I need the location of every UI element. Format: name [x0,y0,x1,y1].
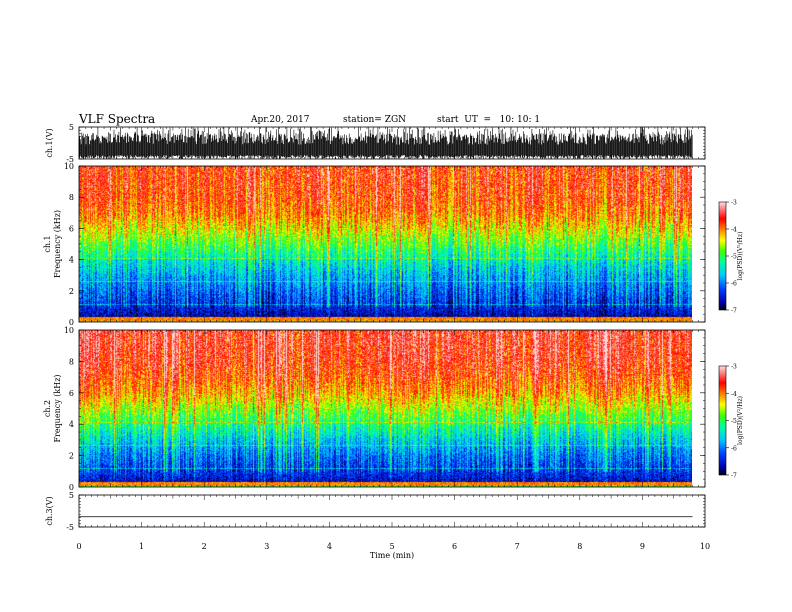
date-label: Apr.20, 2017 [251,115,310,125]
x-axis-label: Time (min) [370,551,414,560]
sp1-ytick-label: 10 [64,162,74,171]
ch2-spectrogram-colorbar-tick-label: -7 [731,473,737,480]
ch1-spectrogram-ylabel: Frequency (kHz) [53,210,62,278]
station-label: station= ZGN [343,115,407,125]
ch2-spectrogram-colorbar-tick-label: -3 [731,364,737,371]
ch1-spectrogram-channel-label: ch.1 [43,235,52,252]
ch3-ytick-label: 5 [69,491,74,500]
x-tick-label: 5 [389,542,394,551]
ch2-spectrogram-colorbar-label: log(PSD)(V²/Hz) [737,396,744,445]
ch1-waveform-trace [78,127,693,159]
ch2-spectrogram-colorbar-tick-label: -5 [731,418,737,425]
ch1-ytick-label: -5 [66,155,74,164]
sp2-ytick-label: 0 [69,483,74,492]
sp1-ytick-label: 0 [69,318,74,327]
x-tick-label: 6 [452,542,457,551]
x-tick-label: 0 [76,542,81,551]
x-tick-label: 1 [139,542,144,551]
ch2-spectrogram-image [79,330,692,487]
ch1-spectrogram-colorbar-tick-label: -3 [731,200,737,207]
sp1-ytick-label: 8 [69,193,74,202]
x-tick-label: 9 [640,542,645,551]
x-tick-label: 10 [700,542,710,551]
sp2-ytick-label: 6 [69,389,74,398]
ch2-spectrogram-colorbar-tick-label: -6 [731,445,737,452]
ch2-spectrogram-colorbar [719,366,726,475]
sp2-ytick-label: 4 [69,420,74,429]
figure-title: VLF Spectra [79,112,156,126]
ch3-ytick-label: -5 [66,523,74,532]
sp1-ytick-label: 4 [69,256,74,265]
ch3-ylabel: ch.3(V) [45,496,54,525]
ch1-spectrogram-image [79,166,692,322]
x-tick-label: 7 [515,542,520,551]
x-tick-label: 8 [577,542,582,551]
ch2-spectrogram-ylabel: Frequency (kHz) [53,374,62,442]
ch1-spectrogram-colorbar-tick-label: -4 [731,227,737,234]
x-tick-label: 2 [202,542,207,551]
sp2-ytick-label: 10 [64,326,74,335]
x-tick-label: 3 [264,542,269,551]
ch1-spectrogram-colorbar-tick-label: -7 [731,308,737,315]
ch2-spectrogram-channel-label: ch.2 [43,400,52,417]
start-time-label: start UT = 10: 10: 1 [437,115,541,125]
sp2-ytick-label: 2 [69,452,74,461]
ch1-ytick-label: 5 [69,123,74,132]
ch1-spectrogram-colorbar-tick-label: -5 [731,254,737,261]
sp1-ytick-label: 6 [69,224,74,233]
ch1-spectrogram-colorbar [719,202,726,310]
ch1-ylabel: ch.1(V) [45,128,54,157]
sp1-ytick-label: 2 [69,287,74,296]
x-tick-label: 4 [327,542,332,551]
ch1-spectrogram-colorbar-label: log(PSD)(V²/Hz) [737,232,744,281]
ch2-spectrogram-colorbar-tick-label: -4 [731,391,737,398]
sp2-ytick-label: 8 [69,357,74,366]
ch1-spectrogram-colorbar-tick-label: -6 [731,281,737,288]
